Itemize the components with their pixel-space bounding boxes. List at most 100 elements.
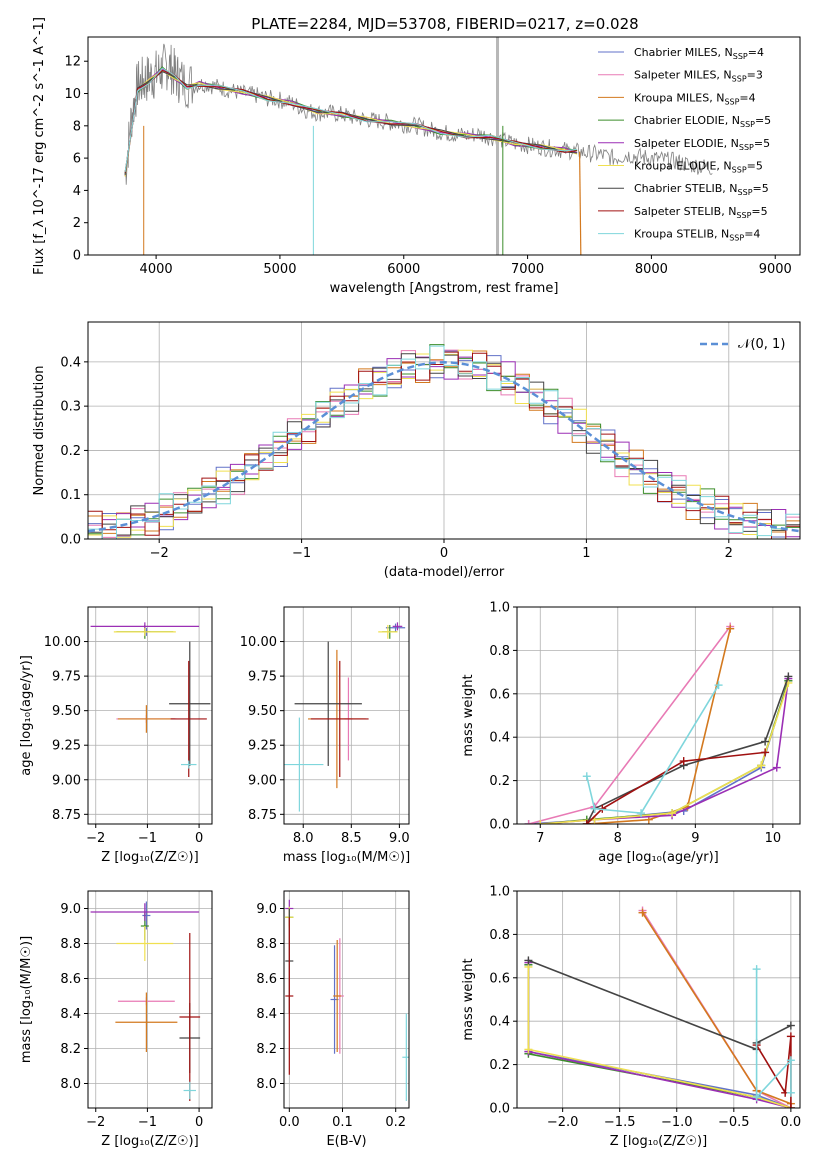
- tick-label-y: 6: [73, 152, 81, 167]
- tick-label-x: 9000: [759, 262, 792, 277]
- tick-label-y: 8.75: [52, 808, 81, 823]
- tick-label-y: 0.0: [489, 1102, 510, 1117]
- tick-label-x: 0.0: [781, 1115, 802, 1130]
- axis-label-x: wavelength [Angstrom, rest frame]: [330, 281, 559, 296]
- tick-label-x: 0: [195, 1115, 203, 1130]
- tick-label-x: 8.0: [293, 831, 314, 846]
- tick-label-x: 0: [440, 546, 448, 561]
- tick-label-x: −0.5: [718, 1115, 750, 1130]
- plot-area-weight_vs_Z: [524, 906, 795, 1108]
- panel-weight_vs_Z: −2.0 −1.5 −1.0 −0.5 0.0 0.0 0.2 0.4 0.6 0.8 1.0 Z […: [461, 885, 801, 1150]
- axis-label-y: mass [log₁₀(M/M☉)]: [19, 936, 34, 1063]
- legend-label: Chabrier STELIB, NSSP=5: [634, 182, 769, 197]
- tick-label-y: 8.8: [60, 937, 81, 952]
- panel-weight_vs_age: 7 8 9 10 0.0 0.2 0.4 0.6 0.8 1.0 age [log₁₀(age/yr…: [461, 601, 801, 865]
- tick-label-y: 10.00: [44, 635, 81, 650]
- axis-label-x: (data-model)/error: [384, 565, 505, 580]
- tick-label-y: 9.25: [248, 739, 277, 754]
- tick-label-x: 7000: [511, 262, 544, 277]
- axis-label-y: age [log₁₀(age/yr)]: [19, 655, 34, 776]
- tick-label-y: 9.75: [248, 670, 277, 685]
- tick-label-y: 0.8: [489, 644, 510, 659]
- axis-label-x: Z [log₁₀(Z/Z☉)]: [101, 850, 198, 865]
- panel-age_vs_mass: 8.0 8.5 9.0 8.75 9.00 9.25 9.50 9.75 10.00 mass […: [240, 606, 410, 865]
- axes-frame: [87, 890, 213, 1109]
- weight-line-4: [540, 678, 790, 824]
- tick-label-x: 5000: [263, 262, 296, 277]
- tick-label-y: 0.8: [489, 928, 510, 943]
- plot-area-weight_vs_age: [524, 622, 793, 824]
- weight-line-0: [528, 680, 790, 824]
- tick-label-x: 10: [765, 831, 782, 846]
- weight-line-8: [586, 684, 720, 814]
- tick-label-y: 8.75: [248, 808, 277, 823]
- axis-label-x: age [log₁₀(age/yr)]: [598, 850, 719, 865]
- tick-label-y: 8.6: [60, 972, 81, 987]
- legend-label: Salpeter MILES, NSSP=3: [634, 69, 763, 84]
- weight-line-6: [528, 959, 792, 1051]
- axes-frame: [283, 606, 410, 825]
- tick-label-y: 4: [73, 184, 81, 199]
- tick-label-x: −2.0: [547, 1115, 579, 1130]
- legend-label: Kroupa MILES, NSSP=4: [634, 91, 756, 106]
- tick-label-y: 0.6: [489, 687, 510, 702]
- tick-label-y: 0.4: [489, 731, 510, 746]
- tick-label-y: 0.6: [489, 971, 510, 986]
- tick-label-x: 8000: [635, 262, 668, 277]
- tick-label-x: −2: [86, 1115, 105, 1130]
- panel-mass_vs_ebv: 0.0 0.1 0.2 8.0 8.2 8.4 8.6 8.8 9.0 E(B-V): [256, 890, 410, 1149]
- histogram-series-8: [88, 345, 800, 539]
- tick-label-y: 0.2: [489, 1058, 510, 1073]
- tick-label-x: −1: [138, 831, 157, 846]
- tick-label-x: −1.0: [661, 1115, 693, 1130]
- tick-label-x: 0.2: [385, 1115, 406, 1130]
- tick-label-y: 1.0: [489, 885, 510, 900]
- tick-label-y: 9.0: [60, 902, 81, 917]
- axis-label-y: Flux [f_λ 10^-17 erg cm^-2 s^-1 A^-1]: [32, 17, 47, 275]
- tick-label-x: 9.0: [389, 831, 410, 846]
- plot-area-spectrum: [124, 37, 713, 255]
- tick-label-y: 8.0: [60, 1077, 81, 1092]
- weight-line-0: [527, 964, 792, 1108]
- model-line-5: [124, 70, 578, 177]
- tick-label-x: −1: [292, 546, 311, 561]
- axes-frame: [516, 606, 801, 825]
- axes-frame: [516, 890, 801, 1109]
- weight-line-8: [755, 969, 792, 1100]
- weight-line-2: [586, 628, 731, 824]
- legend-label: Kroupa STELIB, NSSP=4: [634, 228, 760, 243]
- tick-label-x: 1: [582, 546, 590, 561]
- tick-label-y: 1.0: [489, 601, 510, 616]
- tick-label-y: 0.0: [489, 818, 510, 833]
- tick-label-x: 6000: [387, 262, 420, 277]
- tick-label-y: 0.2: [489, 774, 510, 789]
- legend-label: Kroupa ELODIE, NSSP=5: [634, 160, 763, 175]
- tick-label-y: 0.2: [60, 444, 81, 459]
- plots-layer: 4000 5000 6000 7000 8000 9000024681012wavelen…: [19, 17, 801, 1149]
- plot-area-mass_vs_Z: [90, 901, 201, 1101]
- legend-label: Chabrier ELODIE, NSSP=5: [634, 114, 771, 129]
- tick-label-y: 9.25: [52, 739, 81, 754]
- tick-label-y: 9.0: [256, 902, 277, 917]
- axes-frame: [283, 890, 410, 1109]
- tick-label-y: 8.0: [256, 1077, 277, 1092]
- axis-label-x: Z [log₁₀(Z/Z☉)]: [610, 1134, 707, 1149]
- tick-label-y: 0.1: [60, 488, 81, 503]
- panel-residuals: −2 −1 0 1 2 0.0 0.1 0.2 0.3 0.4 (data-model)/error…: [32, 321, 801, 580]
- weight-line-3: [527, 964, 792, 1108]
- weight-line-4: [527, 962, 792, 1108]
- tick-label-y: 8.6: [256, 972, 277, 987]
- legend-label: 𝒩(0, 1): [738, 337, 785, 352]
- tick-label-y: 8.2: [60, 1042, 81, 1057]
- plot-area-mass_vs_ebv: [285, 899, 409, 1101]
- tick-label-y: 9.75: [52, 670, 81, 685]
- figure-title: PLATE=2284, MJD=53708, FIBERID=0217, z=0…: [251, 15, 638, 33]
- axis-label-x: E(B-V): [326, 1134, 366, 1149]
- axis-label-y: mass weight: [461, 958, 476, 1040]
- weight-line-7: [586, 751, 766, 824]
- model-line-8: [124, 67, 578, 172]
- tick-label-y: 9.50: [248, 704, 277, 719]
- plot-area-age_vs_Z: [90, 622, 211, 778]
- legend-label: Chabrier MILES, NSSP=4: [634, 46, 764, 61]
- model-line-2: [124, 66, 578, 173]
